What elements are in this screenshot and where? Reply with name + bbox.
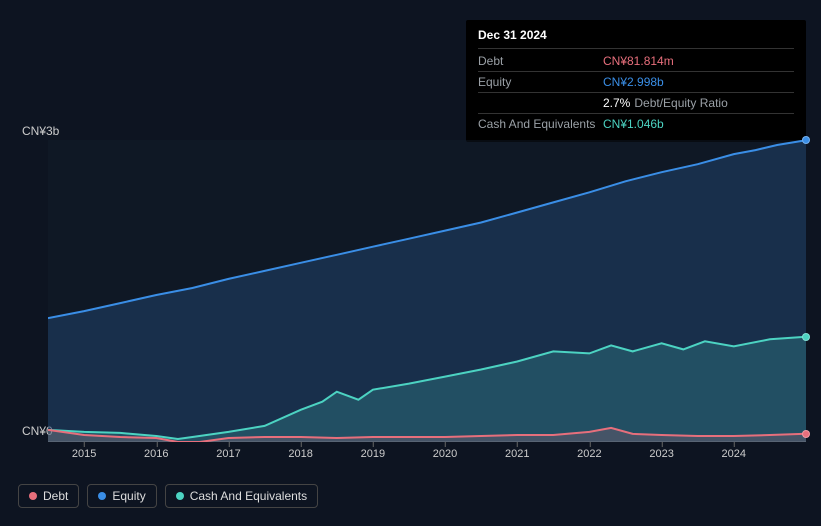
x-axis-tick: 2019 <box>361 448 385 460</box>
tooltip-row-label: Cash And Equivalents <box>478 117 603 131</box>
legend-item-debt[interactable]: Debt <box>18 484 79 508</box>
chart-legend: Debt Equity Cash And Equivalents <box>18 484 318 508</box>
x-axis-tick-label: 2018 <box>288 448 312 460</box>
x-axis-tick-mark <box>84 442 85 447</box>
tooltip-row: 2.7%Debt/Equity Ratio <box>478 93 794 114</box>
x-axis-tick: 2016 <box>144 448 168 460</box>
chart-tooltip: Dec 31 2024 DebtCN¥81.814mEquityCN¥2.998… <box>466 20 806 142</box>
x-axis-tick: 2017 <box>216 448 240 460</box>
tooltip-date: Dec 31 2024 <box>478 28 794 49</box>
x-axis-tick-label: 2023 <box>649 448 673 460</box>
x-axis-tick: 2021 <box>505 448 529 460</box>
tooltip-row-value: CN¥81.814m <box>603 54 674 68</box>
legend-color-dot <box>29 492 37 500</box>
x-axis-tick-mark <box>228 442 229 447</box>
tooltip-row-sublabel: Debt/Equity Ratio <box>634 96 727 110</box>
x-axis-tick-mark <box>156 442 157 447</box>
area-chart-svg <box>48 140 806 442</box>
cash-end-marker <box>802 333 810 341</box>
x-axis-tick: 2024 <box>722 448 746 460</box>
legend-item-equity[interactable]: Equity <box>87 484 156 508</box>
equity-end-marker <box>802 136 810 144</box>
chart-plot-area[interactable] <box>48 140 806 442</box>
x-axis-tick-mark <box>445 442 446 447</box>
tooltip-row-value: 2.7%Debt/Equity Ratio <box>603 96 728 110</box>
x-axis-tick: 2020 <box>433 448 457 460</box>
x-axis-tick-label: 2021 <box>505 448 529 460</box>
x-axis-tick: 2022 <box>577 448 601 460</box>
x-axis-tick-label: 2016 <box>144 448 168 460</box>
legend-color-dot <box>98 492 106 500</box>
x-axis-tick-label: 2017 <box>216 448 240 460</box>
x-axis-tick-mark <box>589 442 590 447</box>
x-axis-tick-label: 2022 <box>577 448 601 460</box>
tooltip-row: Cash And EquivalentsCN¥1.046b <box>478 114 794 134</box>
legend-label: Debt <box>43 489 68 503</box>
x-axis-tick-label: 2019 <box>361 448 385 460</box>
tooltip-row-value: CN¥1.046b <box>603 117 664 131</box>
x-axis-tick-label: 2024 <box>722 448 746 460</box>
x-axis-tick-mark <box>734 442 735 447</box>
x-axis-tick: 2018 <box>288 448 312 460</box>
tooltip-row-label: Debt <box>478 54 603 68</box>
legend-item-cash-and-equivalents[interactable]: Cash And Equivalents <box>165 484 318 508</box>
x-axis-tick: 2023 <box>649 448 673 460</box>
tooltip-row: DebtCN¥81.814m <box>478 51 794 72</box>
x-axis-tick: 2015 <box>72 448 96 460</box>
y-axis-max-label: CN¥3b <box>22 124 59 138</box>
x-axis-tick-label: 2015 <box>72 448 96 460</box>
x-axis-tick-mark <box>301 442 302 447</box>
tooltip-row-value: CN¥2.998b <box>603 75 664 89</box>
x-axis-tick-mark <box>373 442 374 447</box>
x-axis-tick-mark <box>662 442 663 447</box>
legend-label: Equity <box>112 489 145 503</box>
x-axis-tick-label: 2020 <box>433 448 457 460</box>
tooltip-row: EquityCN¥2.998b <box>478 72 794 93</box>
debt-end-marker <box>802 430 810 438</box>
x-axis-tick-mark <box>517 442 518 447</box>
tooltip-row-label: Equity <box>478 75 603 89</box>
legend-label: Cash And Equivalents <box>190 489 307 503</box>
legend-color-dot <box>176 492 184 500</box>
tooltip-row-label <box>478 96 603 110</box>
